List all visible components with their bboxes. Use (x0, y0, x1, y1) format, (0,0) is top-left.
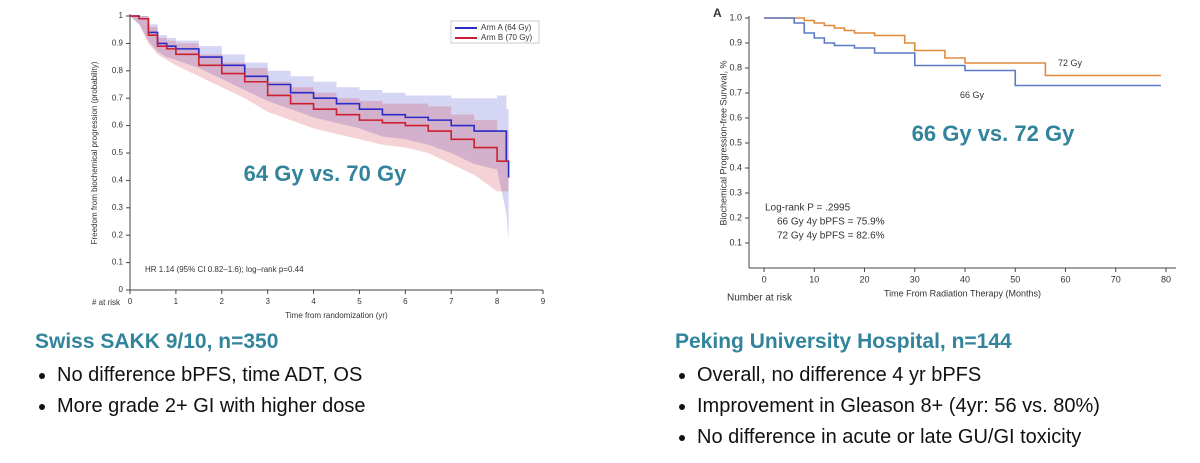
bullet: Overall, no difference 4 yr bPFS (697, 360, 1100, 391)
bullet: No difference in acute or late GU/GI tox… (697, 422, 1100, 453)
legend-box (450, 20, 540, 44)
x-axis-label: Time from randomization (yr) (285, 311, 388, 320)
y-tick-label: 0.1 (112, 258, 124, 267)
bullet: No difference bPFS, time ADT, OS (57, 360, 366, 391)
panel-heading: Peking University Hospital, n=144 (675, 330, 1012, 353)
x-axis-label: Time From Radiation Therapy (Months) (884, 288, 1041, 298)
y-axis-label: Biochemical Progression-free Survival, % (718, 60, 728, 225)
panel-heading: Swiss SAKK 9/10, n=350 (35, 330, 279, 353)
y-tick-label: 0 (119, 285, 124, 294)
x-tick-label: 0 (128, 297, 133, 306)
annotation: 66 Gy vs. 72 Gy (912, 121, 1075, 146)
panel-label: A (713, 6, 722, 20)
x-tick-label: 7 (449, 297, 454, 306)
legend-label: Arm A (64 Gy) (481, 23, 532, 32)
y-tick-label: 0.4 (112, 176, 124, 185)
annotation: HR 1.14 (95% CI 0.82–1.6); log–rank p=0.… (145, 265, 304, 274)
legend-label: Arm B (70 Gy) (481, 33, 532, 42)
bullet-list: Overall, no difference 4 yr bPFS Improve… (675, 360, 1100, 453)
x-tick-label: 1 (174, 297, 179, 306)
survival-curve (130, 15, 509, 163)
y-tick-label: 0.8 (112, 66, 124, 75)
x-tick-label: 80 (1161, 274, 1171, 284)
x-tick-label: 50 (1010, 274, 1020, 284)
x-tick-label: 2 (220, 297, 225, 306)
y-tick-label: 0.9 (729, 37, 742, 47)
bullet: More grade 2+ GI with higher dose (57, 391, 366, 422)
x-tick-label: 60 (1060, 274, 1070, 284)
y-tick-label: 0.7 (729, 87, 742, 97)
annotation: 72 Gy 4y bPFS = 82.6% (777, 231, 885, 242)
y-tick-label: 0.3 (112, 203, 124, 212)
annotation: Number at risk (727, 293, 793, 304)
annotation: # at risk (92, 298, 121, 307)
y-tick-label: 0.5 (729, 137, 742, 147)
y-tick-label: 0.5 (112, 148, 124, 157)
y-tick-label: 0.9 (112, 39, 124, 48)
y-tick-label: 0.6 (112, 121, 124, 130)
x-tick-label: 40 (960, 274, 970, 284)
annotation: Log-rank P = .2995 (765, 203, 851, 214)
y-tick-label: 1.0 (729, 12, 742, 22)
x-tick-label: 10 (809, 274, 819, 284)
y-tick-label: 0.1 (729, 237, 742, 247)
y-tick-label: 0.8 (729, 62, 742, 72)
survival-curve (764, 17, 1161, 77)
y-axis-label: Freedom from biochemical progression (pr… (90, 61, 99, 244)
left-panel: Swiss SAKK 9/10, n=350 No difference bPF… (35, 330, 366, 422)
x-tick-label: 9 (541, 297, 546, 306)
confidence-band (130, 16, 509, 241)
y-tick-label: 0.7 (112, 93, 124, 102)
x-tick-label: 3 (265, 297, 270, 306)
y-tick-label: 0.6 (729, 112, 742, 122)
y-tick-label: 0.2 (112, 230, 124, 239)
confidence-band (130, 16, 509, 192)
right-panel: Peking University Hospital, n=144 Overal… (675, 330, 1100, 453)
y-tick-label: 1 (119, 11, 124, 20)
y-tick-label: 0.2 (729, 212, 742, 222)
x-tick-label: 8 (495, 297, 500, 306)
x-tick-label: 70 (1111, 274, 1121, 284)
series-label: 72 Gy (1058, 58, 1083, 68)
survival-curve (130, 15, 510, 178)
x-tick-label: 0 (762, 274, 767, 284)
x-tick-label: 6 (403, 297, 408, 306)
y-tick-label: 0.4 (729, 162, 742, 172)
x-tick-label: 20 (860, 274, 870, 284)
series-label: 66 Gy (960, 90, 985, 100)
y-tick-label: 0.3 (729, 187, 742, 197)
bullet: Improvement in Gleason 8+ (4yr: 56 vs. 8… (697, 391, 1100, 422)
bullet-list: No difference bPFS, time ADT, OS More gr… (35, 360, 366, 422)
annotation: 66 Gy 4y bPFS = 75.9% (777, 217, 885, 228)
x-tick-label: 5 (357, 297, 362, 306)
survival-curve (764, 17, 1161, 87)
charts: 00.10.20.30.40.50.60.70.80.910 1 2 3 4 5 6 7 8 9T… (90, 6, 1176, 320)
annotation: 64 Gy vs. 70 Gy (244, 161, 407, 186)
x-tick-label: 30 (910, 274, 920, 284)
x-tick-label: 4 (311, 297, 316, 306)
